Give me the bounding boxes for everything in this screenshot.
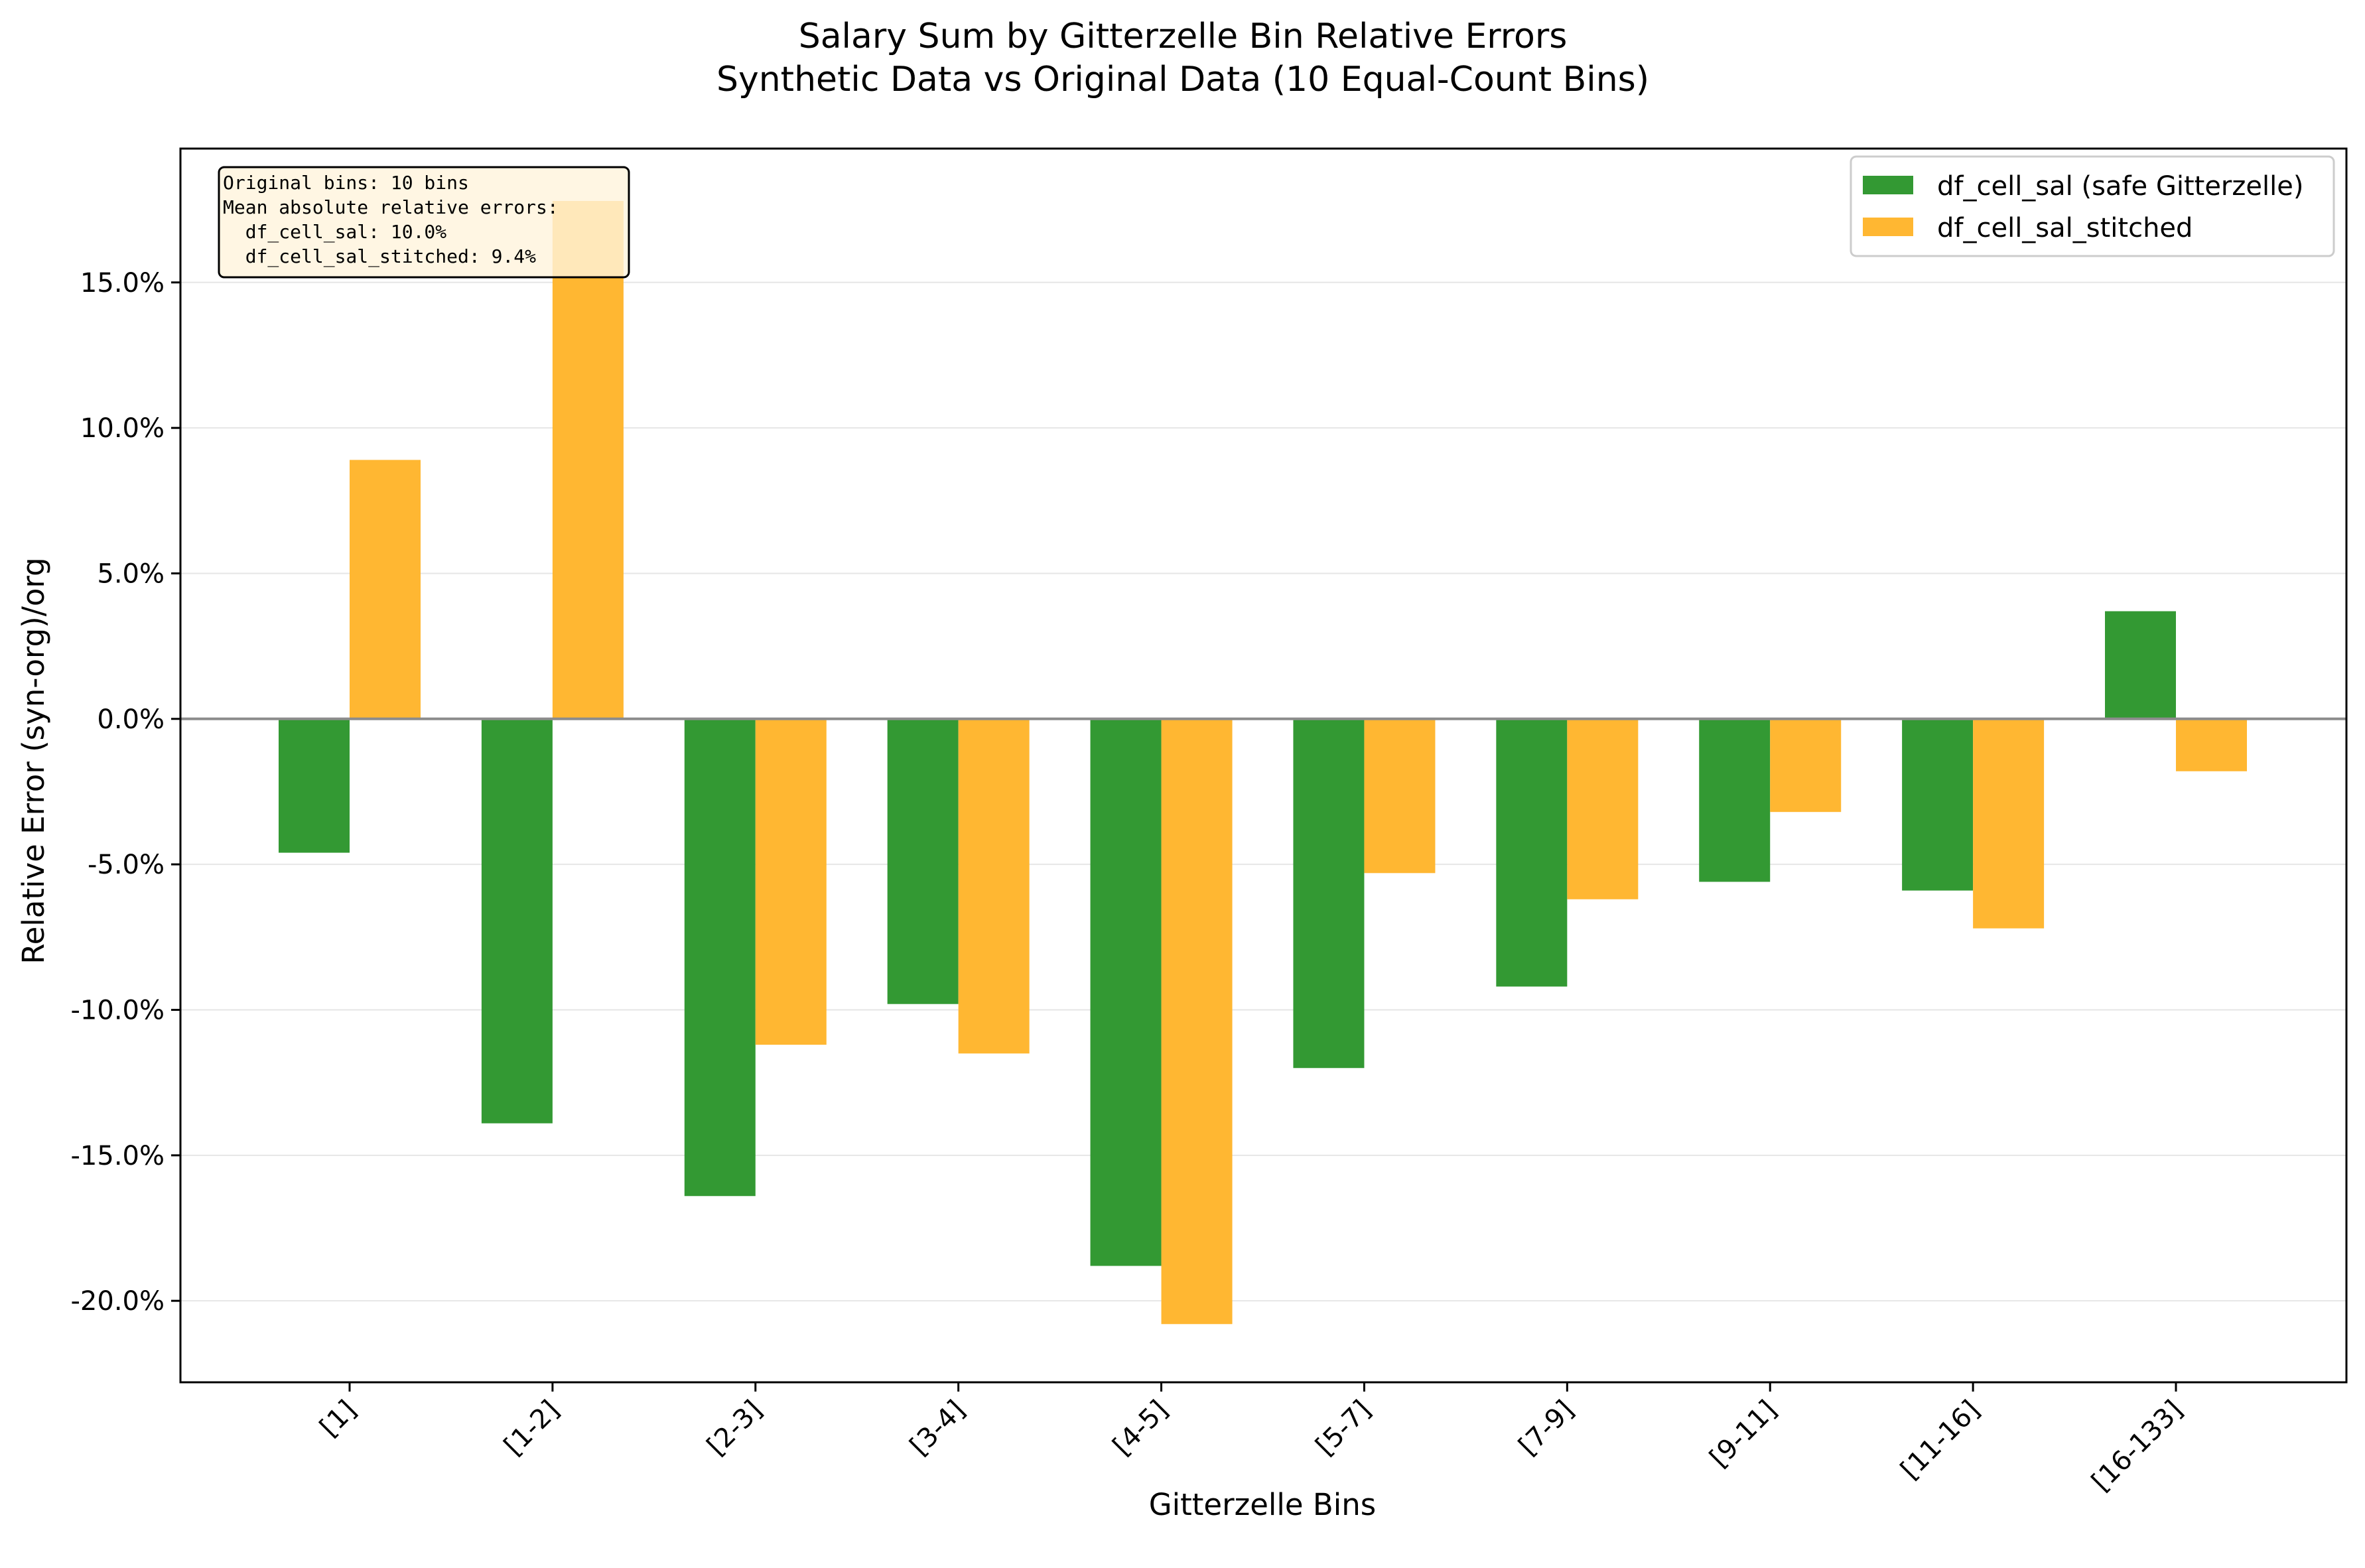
y-tick-label: -10.0% [70,995,165,1025]
bar-cell-sal-9 [2105,611,2176,719]
x-tick-label: [16-133] [2086,1395,2189,1498]
y-tick-label: -20.0% [70,1286,165,1317]
bar-stitched-4 [1161,718,1233,1325]
bar-stitched-2 [755,718,827,1045]
legend-swatch-cell-sal [1863,176,1913,194]
chart-title-line-2: Synthetic Data vs Original Data (10 Equa… [716,60,1649,99]
bar-cell-sal-5 [1293,718,1365,1069]
info-box-frame [218,166,630,279]
bar-cell-sal-0 [279,718,350,853]
legend-swatch-stitched [1863,218,1913,236]
legend-label-stitched: df_cell_sal_stitched [1937,213,2193,243]
x-tick-label: [7-9] [1513,1395,1580,1462]
bar-cell-sal-4 [1090,718,1162,1266]
chart-title-line-1: Salary Sum by Gitterzelle Bin Relative E… [799,17,1568,56]
info-box: Original bins: 10 bins Mean absolute rel… [218,166,630,279]
x-axis-title: Gitterzelle Bins [1149,1487,1377,1522]
info-line-cell-sal: df_cell_sal: 10.0% [223,221,446,243]
legend-frame [1850,155,2335,257]
bar-stitched-7 [1770,718,1842,813]
x-axis-ticks: [1] [1-2] [2-3] [3-4] [4-5] [5-7] [7-9] [9-11] [… [314,1382,2189,1497]
bars [279,200,2247,1325]
bar-cell-sal-1 [481,718,553,1124]
info-line-heading: Mean absolute relative errors: [223,196,559,218]
legend: df_cell_sal (safe Gitterzelle) df_cell_s… [1850,155,2335,257]
bar-stitched-8 [1973,718,2045,929]
y-tick-label: 10.0% [80,413,165,444]
bar-stitched-1 [552,200,624,719]
bar-cell-sal-2 [684,718,756,1197]
x-tick-label: [1-2] [498,1395,565,1462]
y-axis-title: Relative Error (syn-org)/org [16,557,51,964]
x-tick-label: [9-11] [1704,1395,1783,1474]
bar-cell-sal-6 [1496,718,1568,987]
info-line-stitched: df_cell_sal_stitched: 9.4% [223,245,536,268]
bar-stitched-9 [2176,718,2247,771]
legend-label-cell-sal: df_cell_sal (safe Gitterzelle) [1937,171,2303,202]
x-tick-label: [5-7] [1310,1395,1377,1462]
x-tick-label: [3-4] [904,1395,971,1462]
bar-cell-sal-3 [887,718,959,1004]
y-tick-label: 15.0% [80,268,165,298]
x-tick-label: [4-5] [1107,1395,1174,1462]
y-axis-ticks: -20.0% -15.0% -10.0% -5.0% 0.0% 5.0% 10.0% 15.0… [70,268,180,1317]
y-tick-label: 0.0% [97,704,165,735]
x-tick-label: [11-16] [1895,1395,1986,1486]
bar-cell-sal-8 [1902,718,1974,891]
info-line-bins: Original bins: 10 bins [223,172,469,194]
bar-stitched-6 [1567,718,1639,899]
x-tick-label: [1] [314,1395,362,1443]
bar-stitched-3 [958,718,1030,1054]
plot-area-frame [179,147,2348,1384]
bar-stitched-0 [350,460,421,719]
y-tick-label: -15.0% [70,1141,165,1171]
bar-cell-sal-7 [1699,718,1771,882]
y-tick-label: -5.0% [88,850,165,880]
y-tick-label: 5.0% [97,558,165,589]
x-tick-label: [2-3] [701,1395,768,1462]
bar-stitched-5 [1364,718,1436,874]
